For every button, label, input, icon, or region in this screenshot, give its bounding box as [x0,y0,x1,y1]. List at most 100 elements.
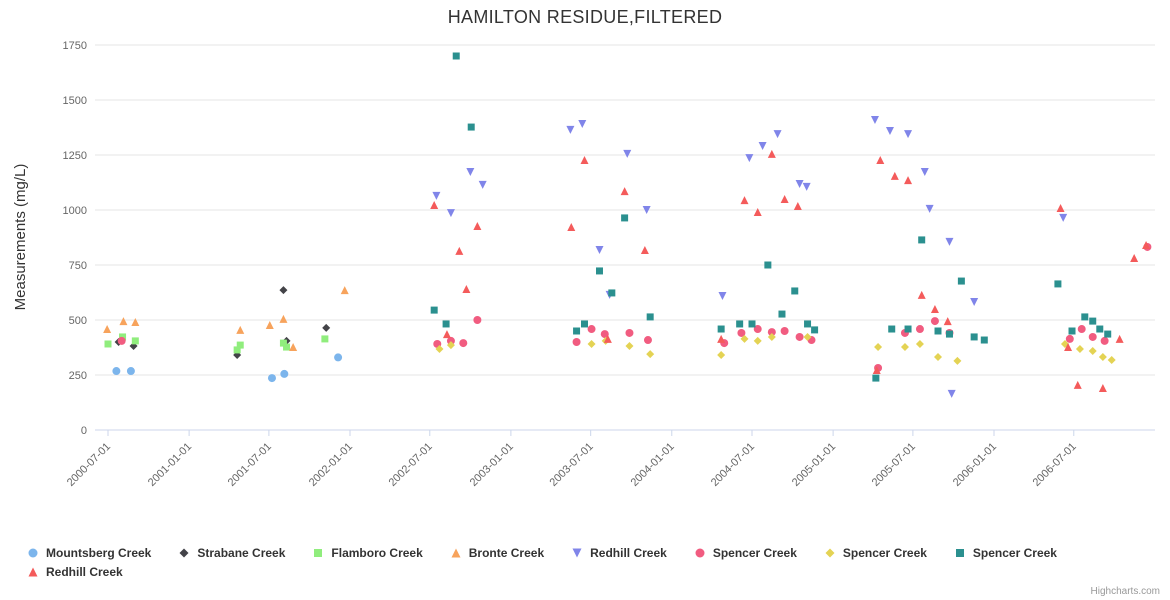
data-point[interactable] [279,314,288,323]
legend-item-9[interactable]: Redhill Creek [26,565,123,579]
data-point[interactable] [621,214,629,222]
data-point[interactable] [334,353,343,362]
data-point[interactable] [430,306,438,314]
data-point[interactable] [104,340,112,348]
data-point[interactable] [748,320,756,328]
data-point[interactable] [642,206,651,214]
data-point[interactable] [934,352,943,361]
data-point[interactable] [791,287,799,295]
data-point[interactable] [1104,330,1112,338]
data-point[interactable] [758,141,767,150]
credits-link[interactable]: Highcharts.com [1090,586,1160,597]
data-point[interactable] [767,328,776,337]
legend-item-5[interactable]: Redhill Creek [570,546,667,560]
data-point[interactable] [280,369,289,378]
data-point[interactable] [595,267,603,275]
data-point[interactable] [446,341,455,350]
data-point[interactable] [1115,334,1124,343]
data-point[interactable] [795,180,804,189]
data-point[interactable] [1130,253,1139,262]
data-point[interactable] [1064,343,1073,352]
data-point[interactable] [773,130,782,139]
data-point[interactable] [279,286,288,295]
data-point[interactable] [131,337,139,345]
data-point[interactable] [1073,380,1082,389]
data-point[interactable] [478,180,487,189]
data-point[interactable] [600,330,609,339]
data-point[interactable] [446,336,455,345]
data-point[interactable] [740,196,749,205]
data-point[interactable] [1098,383,1107,392]
data-point[interactable] [1056,204,1065,213]
data-point[interactable] [608,289,616,297]
data-point[interactable] [795,332,804,341]
data-point[interactable] [890,171,899,180]
data-point[interactable] [904,130,913,139]
data-point[interactable] [970,333,978,341]
data-point[interactable] [126,367,135,376]
data-point[interactable] [953,356,962,365]
data-point[interactable] [573,327,581,335]
data-point[interactable] [1088,332,1097,341]
data-point[interactable] [876,156,885,165]
data-point[interactable] [467,123,475,131]
legend-item-7[interactable]: Spencer Creek [823,546,927,560]
data-point[interactable] [442,320,450,328]
data-point[interactable] [625,341,634,350]
data-point[interactable] [934,327,942,335]
data-point[interactable] [925,204,934,213]
data-point[interactable] [452,52,460,60]
data-point[interactable] [767,149,776,158]
data-point[interactable] [103,325,112,334]
data-point[interactable] [717,325,725,333]
data-point[interactable] [473,316,482,324]
data-point[interactable] [430,200,439,209]
legend-item-2[interactable]: Strabane Creek [177,546,285,560]
data-point[interactable] [870,116,879,125]
data-point[interactable] [289,343,298,352]
data-point[interactable] [803,332,812,341]
data-point[interactable] [117,336,126,345]
data-point[interactable] [740,334,749,343]
data-point[interactable] [236,325,245,334]
data-point[interactable] [904,176,913,185]
data-point[interactable] [1081,313,1089,321]
data-point[interactable] [943,317,952,326]
data-point[interactable] [435,345,444,354]
data-point[interactable] [432,191,441,200]
data-point[interactable] [643,336,652,345]
data-point[interactable] [455,246,464,255]
data-point[interactable] [625,328,634,337]
data-point[interactable] [930,317,939,326]
data-point[interactable] [640,246,649,255]
data-point[interactable] [580,156,589,165]
data-point[interactable] [945,330,953,338]
data-point[interactable] [872,365,881,374]
data-point[interactable] [265,321,274,330]
data-point[interactable] [980,336,988,344]
data-point[interactable] [587,325,596,334]
data-point[interactable] [623,149,632,158]
data-point[interactable] [572,338,581,346]
data-point[interactable] [442,330,451,339]
data-point[interactable] [904,325,912,333]
data-point[interactable] [874,343,883,352]
data-point[interactable] [930,305,939,313]
data-point[interactable] [737,328,746,337]
data-point[interactable] [620,187,629,196]
data-point[interactable] [717,350,726,359]
data-point[interactable] [566,125,575,134]
data-point[interactable] [340,286,349,295]
data-point[interactable] [112,367,121,376]
data-point[interactable] [1077,325,1086,334]
data-point[interactable] [1100,336,1109,345]
data-point[interactable] [567,222,576,231]
data-point[interactable] [1089,317,1097,325]
data-point[interactable] [947,389,956,398]
data-point[interactable] [736,320,744,328]
data-point[interactable] [595,246,604,255]
legend-item-4[interactable]: Bronte Creek [449,546,544,560]
data-point[interactable] [119,317,128,326]
data-point[interactable] [1088,347,1097,356]
data-point[interactable] [1107,356,1116,365]
